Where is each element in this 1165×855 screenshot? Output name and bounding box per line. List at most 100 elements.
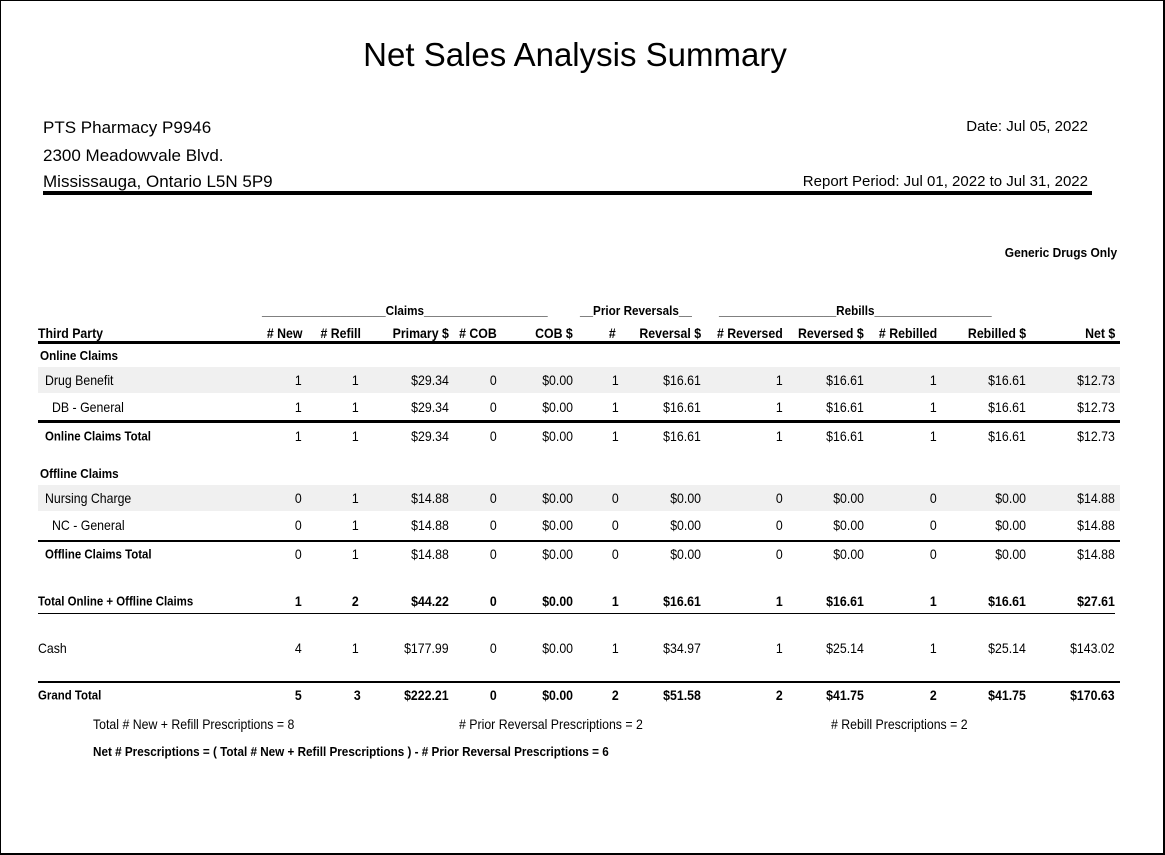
cell-cob-amount: $0.00 <box>542 428 573 444</box>
cell-cob-count: 0 <box>490 546 497 562</box>
cell-rebilled-amount: $0.00 <box>995 490 1026 506</box>
cell-reversal-count: 0 <box>612 517 619 533</box>
pharmacy-address-line1: 2300 Meadowvale Blvd. <box>43 146 224 165</box>
cell-rebilled-amount: $41.75 <box>988 687 1026 703</box>
cell-refill: 1 <box>352 490 359 506</box>
cell-rebilled-count: 0 <box>930 546 937 562</box>
row-shade <box>38 367 1120 393</box>
cell-third-party: Drug Benefit <box>45 372 114 388</box>
filter-note: Generic Drugs Only <box>1004 245 1117 260</box>
online-offline-total-divider <box>38 613 1115 614</box>
cell-net: $14.88 <box>1077 490 1115 506</box>
cell-new: 0 <box>295 546 302 562</box>
cell-reversal-count: 1 <box>612 399 619 415</box>
cell-reversal-amount: $0.00 <box>670 490 701 506</box>
cell-cob-count: 0 <box>490 490 497 506</box>
section-offline-claims: Offline Claims <box>40 466 119 481</box>
table-row-grand-total: Grand Total 3 5 $222.21 0 $0.00 2 $51.58… <box>0 682 1165 708</box>
cell-rebilled-amount: $16.61 <box>988 372 1026 388</box>
cell-refill: 3 <box>354 687 361 703</box>
table-row-nc-general: NC - General 0 1 $14.88 0 $0.00 0 $0.00 … <box>0 512 1165 538</box>
cell-third-party: DB - General <box>52 399 124 415</box>
cell-refill: 1 <box>352 428 359 444</box>
summary-total-new-refill: Total # New + Refill Prescriptions = 8 <box>93 716 295 732</box>
table-row-offline-total: Offline Claims Total 0 1 $14.88 0 $0.00 … <box>0 541 1165 567</box>
col-header-primary: Primary $ <box>392 325 449 341</box>
cell-reversal-amount: $16.61 <box>663 399 701 415</box>
grand-total-divider <box>38 681 1120 683</box>
cell-reversal-amount: $16.61 <box>663 428 701 444</box>
cell-refill: 1 <box>352 546 359 562</box>
cell-reversal-amount: $34.97 <box>663 640 701 656</box>
cell-cob-amount: $0.00 <box>542 399 573 415</box>
cell-reversal-amount: $0.00 <box>670 546 701 562</box>
cell-net: $12.73 <box>1077 372 1115 388</box>
cell-new: 1 <box>295 399 302 415</box>
cell-reversal-amount: $16.61 <box>663 593 701 609</box>
cell-rebilled-count: 1 <box>930 428 937 444</box>
cell-primary: $14.88 <box>411 490 449 506</box>
cell-third-party: Online Claims Total <box>45 428 151 444</box>
cell-refill: 1 <box>352 517 359 533</box>
cell-rebilled-amount: $0.00 <box>995 517 1026 533</box>
col-header-cob-amount: COB $ <box>535 325 573 341</box>
table-row-online-offline-total: Total Online + Offline Claims 1 2 $44.22… <box>0 588 1165 614</box>
pharmacy-name: PTS Pharmacy P9946 <box>43 118 212 137</box>
cell-new: 0 <box>295 490 302 506</box>
cell-reversed-amount: $0.00 <box>833 546 864 562</box>
cell-new: 4 <box>295 640 302 656</box>
group-header-prior-reversals: __Prior Reversals__ <box>580 303 692 318</box>
cell-cob-amount: $0.00 <box>542 640 573 656</box>
cell-refill: 2 <box>352 593 359 609</box>
cell-primary: $222.21 <box>404 687 449 703</box>
cell-cob-count: 0 <box>490 687 497 703</box>
cell-reversed-count: 1 <box>776 593 783 609</box>
col-header-rebilled-amount: Rebilled $ <box>967 325 1026 341</box>
cell-net: $27.61 <box>1077 593 1115 609</box>
col-header-new: # New <box>266 325 302 341</box>
col-header-refill: # Refill <box>320 325 361 341</box>
cell-reversal-count: 1 <box>612 640 619 656</box>
cell-new: 5 <box>295 687 302 703</box>
summary-prior-reversal: # Prior Reversal Prescriptions = 2 <box>459 716 643 732</box>
cell-reversed-amount: $16.61 <box>826 593 864 609</box>
cell-rebilled-amount: $0.00 <box>995 546 1026 562</box>
table-row-nursing-charge: Nursing Charge 0 1 $14.88 0 $0.00 0 $0.0… <box>0 485 1165 511</box>
cell-reversal-count: 1 <box>612 428 619 444</box>
cell-cob-count: 0 <box>490 372 497 388</box>
cell-reversed-amount: $25.14 <box>826 640 864 656</box>
cell-cob-count: 0 <box>490 640 497 656</box>
cell-primary: $29.34 <box>411 428 449 444</box>
cell-rebilled-amount: $16.61 <box>988 593 1026 609</box>
cell-refill: 1 <box>352 640 359 656</box>
col-header-third-party: Third Party <box>38 325 104 341</box>
cell-third-party: NC - General <box>52 517 125 533</box>
group-header-rebills: __________________Rebills_______________… <box>719 303 992 318</box>
cell-reversed-count: 0 <box>776 546 783 562</box>
cell-refill: 1 <box>352 372 359 388</box>
table-row-drug-benefit: Drug Benefit 1 1 $29.34 0 $0.00 1 $16.61… <box>0 367 1165 393</box>
cell-reversal-amount: $16.61 <box>663 372 701 388</box>
cell-reversal-amount: $0.00 <box>670 517 701 533</box>
cell-reversal-count: 0 <box>612 490 619 506</box>
cell-reversed-count: 1 <box>776 640 783 656</box>
col-header-reversed-count: # Reversed <box>717 325 783 341</box>
cell-third-party: Cash <box>38 640 67 656</box>
cell-primary: $44.22 <box>411 593 449 609</box>
cell-primary: $29.34 <box>411 399 449 415</box>
cell-cob-amount: $0.00 <box>542 593 573 609</box>
col-header-rebilled-count: # Rebilled <box>878 325 937 341</box>
cell-rebilled-amount: $16.61 <box>988 428 1026 444</box>
table-row-db-general: DB - General 1 1 $29.34 0 $0.00 1 $16.61… <box>0 394 1165 420</box>
cell-new: 0 <box>295 517 302 533</box>
report-period: Report Period: Jul 01, 2022 to Jul 31, 2… <box>802 173 1088 190</box>
col-header-net: Net $ <box>1084 325 1115 341</box>
cell-net: $170.63 <box>1070 687 1115 703</box>
cell-rebilled-count: 1 <box>930 372 937 388</box>
cell-cob-count: 0 <box>490 399 497 415</box>
cell-rebilled-count: 1 <box>930 640 937 656</box>
cell-refill: 1 <box>352 399 359 415</box>
cell-new: 1 <box>295 593 302 609</box>
cell-new: 1 <box>295 428 302 444</box>
